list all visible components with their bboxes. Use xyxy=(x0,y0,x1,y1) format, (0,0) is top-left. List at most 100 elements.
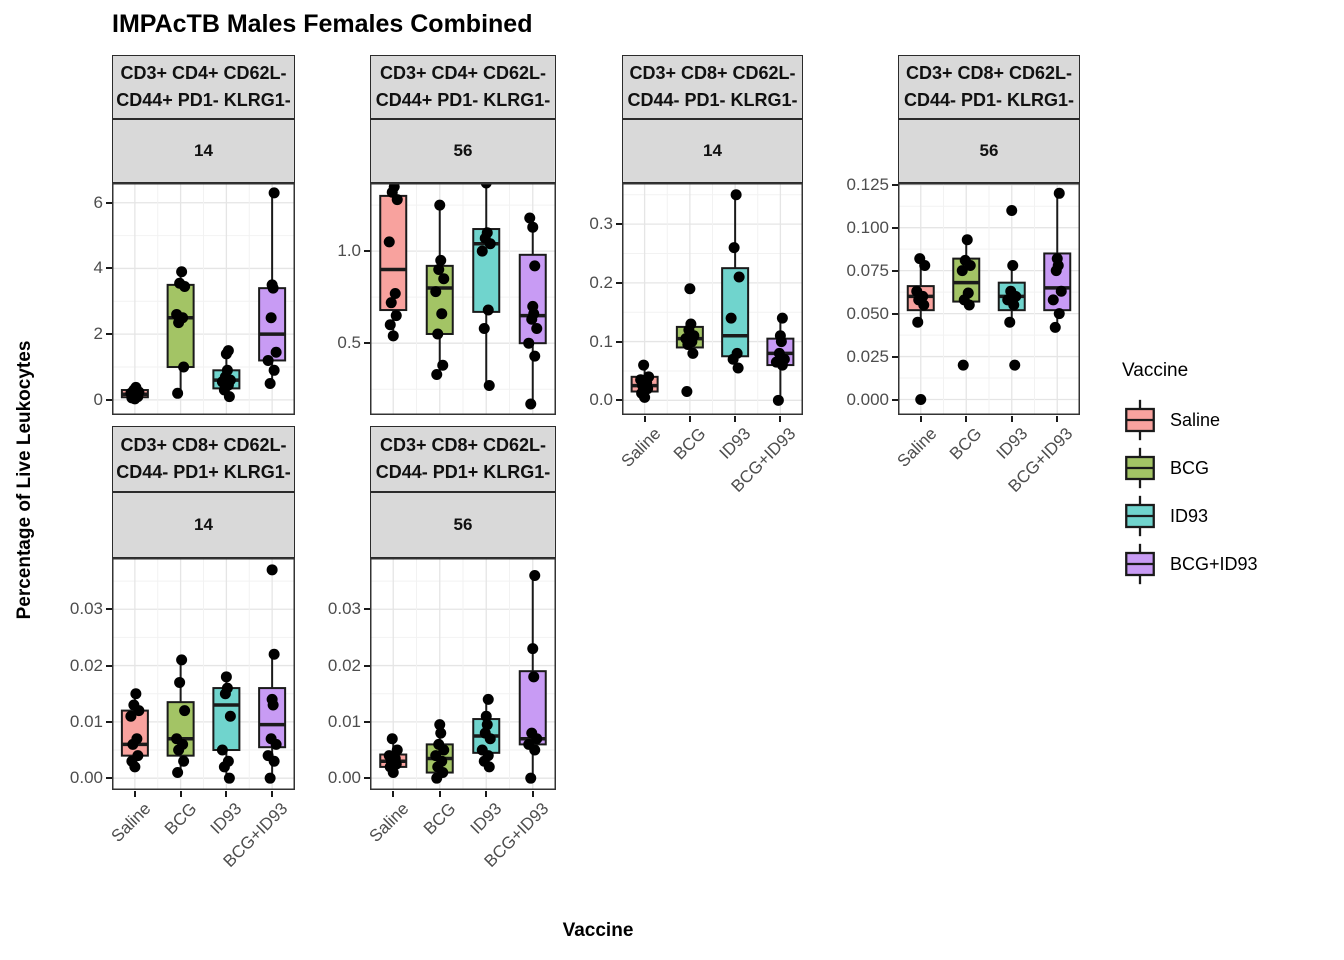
facet-strip-day: 56 xyxy=(370,119,556,183)
data-point xyxy=(1049,321,1061,333)
x-tick-mark xyxy=(179,791,182,797)
y-tick-mark xyxy=(106,201,112,204)
boxplot-id93 xyxy=(212,345,241,403)
data-point xyxy=(270,346,282,358)
y-tick-label: 0.02 xyxy=(69,655,103,675)
y-tick-label: 1.0 xyxy=(337,241,361,261)
x-tick-mark xyxy=(133,791,136,797)
y-tick-label: 0.00 xyxy=(69,768,103,788)
strip-phenotype-line: CD3+ CD4+ CD62L- xyxy=(120,63,287,83)
data-point xyxy=(479,727,491,739)
y-tick-label: 0.100 xyxy=(846,217,889,237)
data-point xyxy=(265,733,277,745)
data-point xyxy=(728,242,740,254)
data-point xyxy=(1006,204,1018,216)
boxplot-bcg xyxy=(166,654,195,779)
data-point xyxy=(222,755,234,767)
data-point xyxy=(125,710,137,722)
data-point xyxy=(528,671,540,683)
y-tick-label: 0.01 xyxy=(69,711,103,731)
boxplot-key-icon xyxy=(1125,399,1155,441)
boxplot-id93 xyxy=(721,189,750,374)
y-tick-mark xyxy=(892,398,898,401)
data-point xyxy=(431,368,443,380)
data-point xyxy=(478,322,490,334)
data-point xyxy=(434,719,446,731)
facet-strip-day: 14 xyxy=(622,119,803,183)
chart-title: IMPAcTB Males Females Combined xyxy=(112,10,533,38)
y-tick-mark xyxy=(364,777,370,780)
y-tick-mark xyxy=(364,720,370,723)
data-point xyxy=(178,755,190,767)
facet-strip-day: 56 xyxy=(898,119,1080,183)
strip-phenotype-line: CD44+ PD1- KLRG1- xyxy=(116,90,291,110)
data-point xyxy=(531,322,543,334)
data-point xyxy=(529,260,541,272)
data-point xyxy=(384,319,396,331)
y-tick-mark xyxy=(892,269,898,272)
facet-strip-day: 14 xyxy=(112,492,295,558)
data-point xyxy=(529,569,541,581)
data-point xyxy=(430,750,442,762)
x-tick-mark xyxy=(1056,416,1059,422)
data-point xyxy=(171,733,183,745)
strip-day-label: 14 xyxy=(194,515,213,534)
data-point xyxy=(264,772,276,784)
data-point xyxy=(687,347,699,359)
y-tick-mark xyxy=(892,183,898,186)
data-point xyxy=(268,187,280,199)
facet-strip-phenotype: CD3+ CD4+ CD62L- CD44+ PD1- KLRG1- xyxy=(370,55,556,119)
strip-phenotype-line: CD3+ CD8+ CD62L- xyxy=(379,435,547,455)
strip-day-label: 56 xyxy=(453,141,473,160)
facet-panel xyxy=(370,558,556,790)
strip-day-label: 56 xyxy=(979,141,999,160)
boxplot-id93 xyxy=(472,693,501,773)
data-point xyxy=(915,394,927,406)
data-point xyxy=(221,364,233,376)
data-point xyxy=(223,772,235,784)
data-point xyxy=(176,266,188,278)
data-point xyxy=(262,354,274,366)
boxplot-saline xyxy=(120,688,149,773)
boxplot-bcg-id93 xyxy=(258,187,287,389)
data-point xyxy=(1053,308,1065,320)
data-point xyxy=(956,265,968,277)
y-tick-mark xyxy=(106,720,112,723)
legend-label: ID93 xyxy=(1170,505,1209,526)
data-point xyxy=(266,693,278,705)
boxplot-saline xyxy=(379,183,408,342)
facet-panel xyxy=(112,558,295,790)
boxplot-key-icon xyxy=(1125,543,1155,585)
y-tick-label: 0 xyxy=(93,389,103,409)
facet-panel xyxy=(370,183,556,415)
panel-border xyxy=(112,183,295,415)
data-point xyxy=(681,386,693,398)
data-point xyxy=(525,398,537,410)
x-tick-mark xyxy=(1010,416,1013,422)
y-tick-label: 0.5 xyxy=(337,333,361,353)
data-point xyxy=(388,183,400,193)
y-tick-mark xyxy=(616,340,622,343)
data-point xyxy=(174,676,186,688)
data-point xyxy=(436,308,448,320)
data-point xyxy=(434,199,446,211)
box xyxy=(721,267,750,358)
y-tick-mark xyxy=(364,250,370,253)
strip-day-label: 14 xyxy=(194,141,213,160)
x-tick-mark xyxy=(919,416,922,422)
data-point xyxy=(527,643,539,655)
data-point xyxy=(912,316,924,328)
data-point xyxy=(1055,285,1067,297)
y-tick-label: 0.3 xyxy=(589,214,613,234)
y-tick-mark xyxy=(892,355,898,358)
data-point xyxy=(132,750,144,762)
y-tick-label: 0.2 xyxy=(589,272,613,292)
data-point xyxy=(482,304,494,316)
boxplot-bcg xyxy=(675,283,704,398)
data-point xyxy=(1005,285,1017,297)
y-tick-label: 6 xyxy=(93,192,103,212)
facet-strip-phenotype: CD3+ CD8+ CD62L- CD44- PD1- KLRG1- xyxy=(898,55,1080,119)
data-point xyxy=(732,362,744,374)
data-point xyxy=(430,286,442,298)
